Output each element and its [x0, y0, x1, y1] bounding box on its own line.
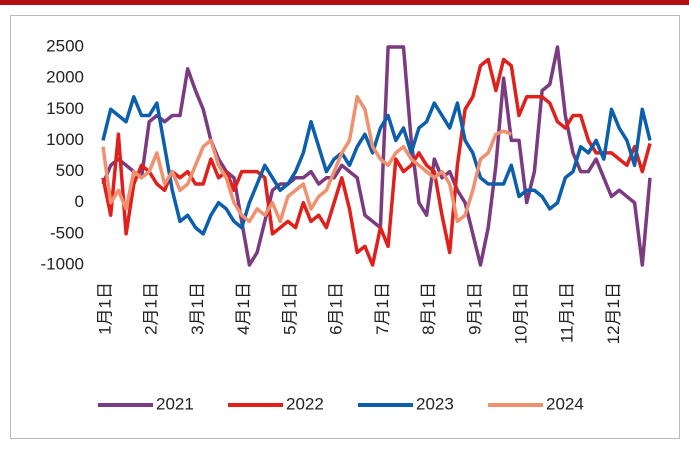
series-line	[101, 57, 652, 267]
y-tick-label: 1000	[46, 130, 84, 149]
x-tick-label: 7月1日	[373, 282, 392, 335]
x-tick-label: 1月1日	[95, 282, 114, 335]
x-tick-label: 2月1日	[142, 282, 161, 335]
series-line	[101, 95, 512, 224]
x-tick-label: 6月1日	[327, 282, 346, 335]
x-tick-label: 11月1日	[558, 282, 577, 343]
y-tick-label: -500	[50, 223, 84, 242]
legend-label: 2024	[546, 394, 584, 413]
x-tick-label: 8月1日	[419, 282, 438, 335]
legend-label: 2021	[156, 394, 194, 413]
x-tick-label: 12月1日	[604, 282, 623, 344]
y-tick-label: 500	[56, 161, 84, 180]
y-tick-label: 2000	[46, 68, 84, 87]
y-tick-label: -1000	[41, 254, 84, 273]
y-tick-label: 1500	[46, 99, 84, 118]
y-tick-label: 0	[75, 192, 84, 211]
x-tick-label: 5月1日	[280, 282, 299, 335]
series-line	[101, 45, 652, 267]
x-tick-label: 9月1日	[465, 282, 484, 335]
top-bar	[0, 0, 689, 5]
y-tick-label: 2500	[46, 36, 84, 55]
chart-frame	[10, 15, 680, 439]
series-line	[101, 95, 652, 236]
x-tick-label: 10月1日	[512, 282, 531, 344]
x-tick-label: 3月1日	[188, 282, 207, 335]
legend-label: 2023	[416, 394, 454, 413]
x-tick-label: 4月1日	[234, 282, 253, 335]
legend-label: 2022	[286, 394, 324, 413]
